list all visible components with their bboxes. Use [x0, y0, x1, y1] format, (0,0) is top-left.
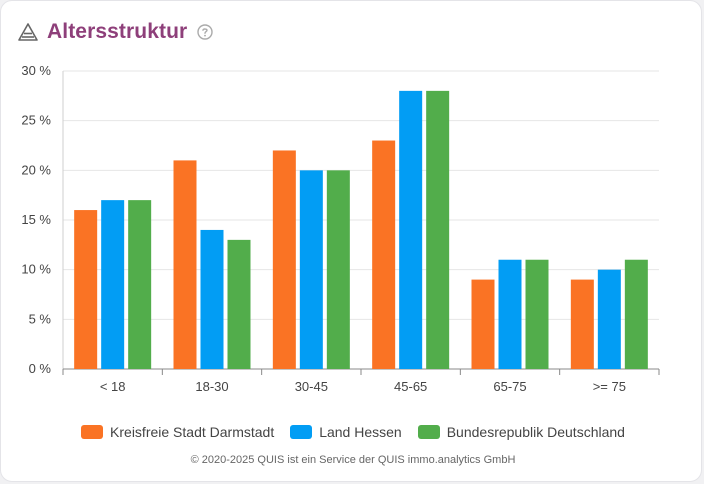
bar[interactable] — [597, 269, 621, 369]
legend-item[interactable]: Land Hessen — [290, 424, 402, 440]
bar[interactable] — [227, 239, 251, 369]
y-tick-label: 5 % — [29, 311, 52, 326]
legend-swatch — [417, 425, 440, 439]
x-tick-label: 18-30 — [195, 379, 228, 394]
legend-swatch — [81, 425, 104, 439]
x-tick-label: < 18 — [100, 379, 126, 394]
bar[interactable] — [498, 259, 522, 369]
y-tick-label: 15 % — [21, 212, 51, 227]
bar[interactable] — [426, 90, 450, 369]
y-tick-label: 20 % — [21, 162, 51, 177]
bar[interactable] — [74, 210, 98, 369]
legend-label: Bundesrepublik Deutschland — [446, 424, 625, 440]
y-tick-label: 0 % — [29, 361, 52, 376]
y-tick-label: 30 % — [21, 63, 51, 78]
bar[interactable] — [272, 150, 296, 369]
y-tick-label: 10 % — [21, 262, 51, 277]
bar[interactable] — [200, 229, 224, 369]
help-circle-icon[interactable] — [197, 24, 213, 40]
bar[interactable] — [372, 140, 396, 369]
bar[interactable] — [471, 279, 495, 369]
bar[interactable] — [326, 170, 350, 369]
bar[interactable] — [399, 90, 423, 369]
copyright-footer: © 2020-2025 QUIS ist ein Service der QUI… — [190, 454, 516, 466]
bar[interactable] — [128, 200, 152, 369]
bar[interactable] — [101, 200, 125, 369]
bar[interactable] — [624, 259, 648, 369]
page-title: Altersstruktur — [47, 20, 188, 43]
legend-swatch — [290, 425, 313, 439]
y-tick-label: 25 % — [21, 113, 51, 128]
legend-item[interactable]: Kreisfreie Stadt Darmstadt — [81, 424, 274, 440]
x-tick-label: 30-45 — [295, 379, 328, 394]
legend-label: Land Hessen — [319, 424, 402, 440]
bar-chart: 0 % 5 % 10 % 15 % 20 % 25 % 30 % < 18 18-30 30-45… — [21, 63, 660, 394]
bar[interactable] — [525, 259, 549, 369]
x-tick-label: 45-65 — [394, 379, 427, 394]
bar[interactable] — [173, 160, 197, 369]
chart-legend: Kreisfreie Stadt Darmstadt Land Hessen Bun… — [1, 424, 704, 440]
card-header: Altersstruktur — [17, 17, 213, 47]
triangle-steps-icon — [18, 23, 38, 41]
x-tick-label: 65-75 — [493, 379, 526, 394]
legend-label: Kreisfreie Stadt Darmstadt — [110, 424, 275, 440]
bar[interactable] — [570, 279, 594, 369]
legend-item[interactable]: Bundesrepublik Deutschland — [417, 424, 625, 440]
x-tick-label: >= 75 — [593, 379, 626, 394]
bar[interactable] — [299, 170, 323, 369]
